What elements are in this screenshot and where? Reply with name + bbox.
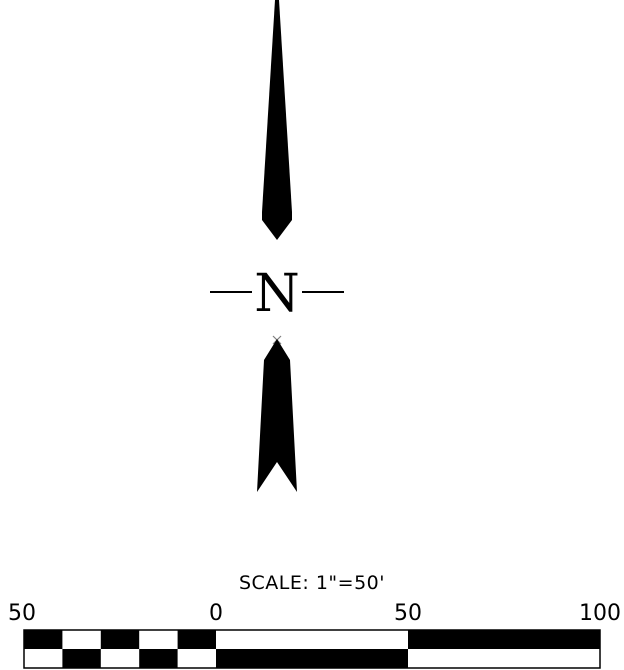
scale-segment (139, 649, 178, 668)
scale-tick-label-50: 50 (394, 601, 422, 626)
scale-bar-outline (23, 629, 601, 669)
scale-segment (216, 649, 408, 668)
scale-tick-label-0: 0 (209, 601, 223, 626)
scale-tick-label-neg50: 50 (8, 601, 36, 626)
north-arrow-upper-needle (262, 0, 292, 240)
scale-segment (100, 630, 140, 649)
scale-segment (408, 630, 600, 649)
scale-tick-label-100: 100 (579, 601, 621, 626)
scale-segment (177, 630, 216, 649)
scale-bar (23, 629, 601, 669)
north-arrow-lower-tail (257, 339, 297, 492)
north-letter: N (254, 264, 300, 324)
scale-segment (62, 649, 101, 668)
scale-title: SCALE: 1"=50' (239, 572, 385, 594)
scale-segment (24, 630, 63, 649)
